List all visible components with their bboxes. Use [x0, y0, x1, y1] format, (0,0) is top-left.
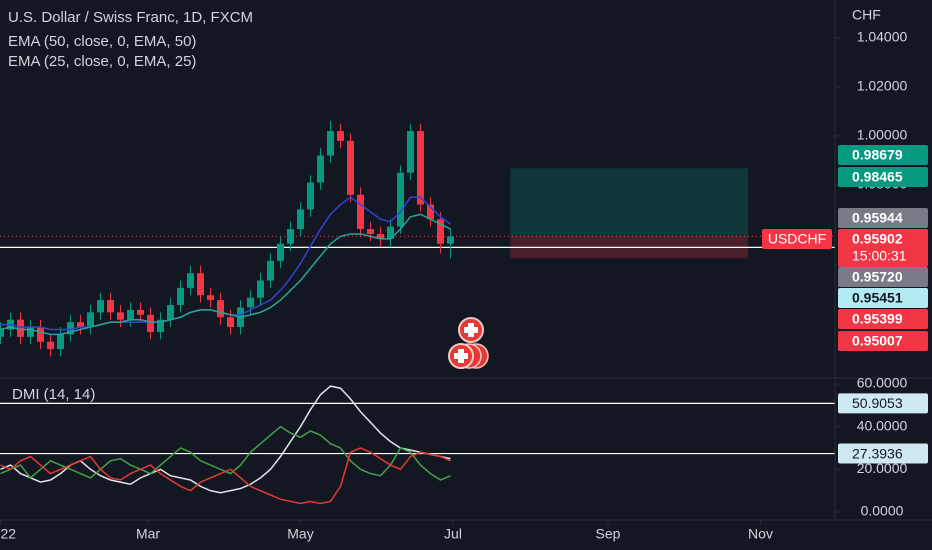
price-label: 0.98679	[852, 147, 903, 163]
flag-cross	[454, 353, 468, 359]
candle-body	[447, 236, 454, 244]
candle-body	[87, 312, 94, 328]
candle-body	[267, 260, 274, 281]
candle-body	[197, 273, 204, 296]
candle-body	[77, 322, 84, 328]
dmi-label: 27.3936	[852, 445, 903, 461]
symbol-label: USDCHF	[768, 231, 826, 247]
price-label-box	[838, 288, 928, 308]
candle-body	[117, 312, 124, 320]
y-tick-label: 40.0000	[857, 417, 908, 433]
dmi-label: 50.9053	[852, 395, 903, 411]
x-tick-label: Jul	[444, 526, 462, 542]
last-price: 0.95902	[852, 231, 903, 247]
price-label: 0.95944	[852, 210, 903, 226]
candle-body	[17, 319, 24, 337]
candle-body	[147, 314, 154, 332]
y-tick-label: 1.04000	[857, 29, 908, 45]
candle-body	[97, 300, 104, 313]
dmi-label-box	[838, 443, 928, 464]
candle-body	[297, 209, 304, 230]
plot-layer	[0, 37, 840, 524]
candle-body	[127, 309, 134, 320]
y-tick-label: 1.00000	[857, 127, 908, 143]
candle-body	[317, 155, 324, 183]
flag-cross	[464, 327, 478, 333]
price-label: 0.95007	[852, 333, 903, 349]
ema-line	[0, 213, 451, 336]
price-label-box	[838, 309, 928, 329]
candle-body	[57, 334, 64, 350]
price-label-box	[838, 208, 928, 228]
candle-body	[157, 319, 164, 332]
candle-body	[367, 229, 374, 234]
candle-body	[437, 219, 444, 244]
y-tick-label: 0.0000	[861, 503, 904, 519]
candle-body	[337, 131, 344, 141]
x-tick-label: May	[287, 526, 313, 542]
price-label: 0.98465	[852, 169, 903, 185]
candle-body	[177, 287, 184, 305]
candle-body	[0, 329, 4, 337]
y-tick-label: 1.02000	[857, 78, 908, 94]
dmi-line	[0, 447, 451, 505]
candle-body	[417, 131, 424, 205]
indicator-legend: EMA (25, close, 0, EMA, 25)	[8, 53, 196, 70]
price-label-box	[838, 167, 928, 187]
flag-icon	[448, 317, 489, 369]
price-label: 0.95451	[852, 290, 903, 306]
price-label-box	[838, 145, 928, 165]
indicator-legend: DMI (14, 14)	[12, 386, 95, 403]
price-label: 0.95399	[852, 311, 903, 327]
candle-body	[257, 280, 264, 298]
candle-body	[397, 172, 404, 227]
candle-body	[287, 229, 294, 244]
symbol-title: U.S. Dollar / Swiss Franc, 1D, FXCM	[8, 9, 253, 26]
price-label: 0.95720	[852, 269, 903, 285]
candle-body	[347, 140, 354, 195]
price-label-box	[838, 331, 928, 351]
candle-body	[387, 226, 394, 239]
x-tick-label: Mar	[136, 526, 160, 542]
indicator-legend: EMA (50, close, 0, EMA, 50)	[8, 33, 196, 50]
x-tick-label: Sep	[596, 526, 621, 542]
x-tick-label: 2022	[0, 526, 16, 542]
candle-body	[277, 243, 284, 261]
candle-body	[27, 327, 34, 337]
candle-body	[307, 182, 314, 210]
candle-body	[217, 300, 224, 318]
candle-body	[207, 295, 214, 301]
candle-body	[37, 327, 44, 342]
position-target-zone	[510, 168, 748, 237]
candle-body	[247, 297, 254, 308]
candle-body	[187, 273, 194, 288]
candle-body	[227, 317, 234, 328]
y-tick-label: 60.0000	[857, 375, 908, 391]
candle-body	[357, 194, 364, 230]
candle-body	[327, 131, 334, 156]
candle-body	[137, 309, 144, 315]
last-price-box	[838, 229, 928, 267]
candle-body	[427, 204, 434, 220]
price-label-box	[838, 267, 928, 287]
countdown: 15:00:31	[852, 248, 907, 264]
dmi-label-box	[838, 393, 928, 414]
x-tick-label: Nov	[748, 526, 773, 542]
candle-body	[377, 233, 384, 239]
candle-body	[107, 300, 114, 313]
candle-body	[47, 341, 54, 350]
currency-label: CHF	[852, 7, 881, 23]
candle-body	[67, 322, 74, 335]
y-tick-label: 20.0000	[857, 460, 908, 476]
candle-body	[407, 131, 414, 173]
symbol-label-box	[762, 229, 832, 249]
candle-body	[167, 304, 174, 320]
